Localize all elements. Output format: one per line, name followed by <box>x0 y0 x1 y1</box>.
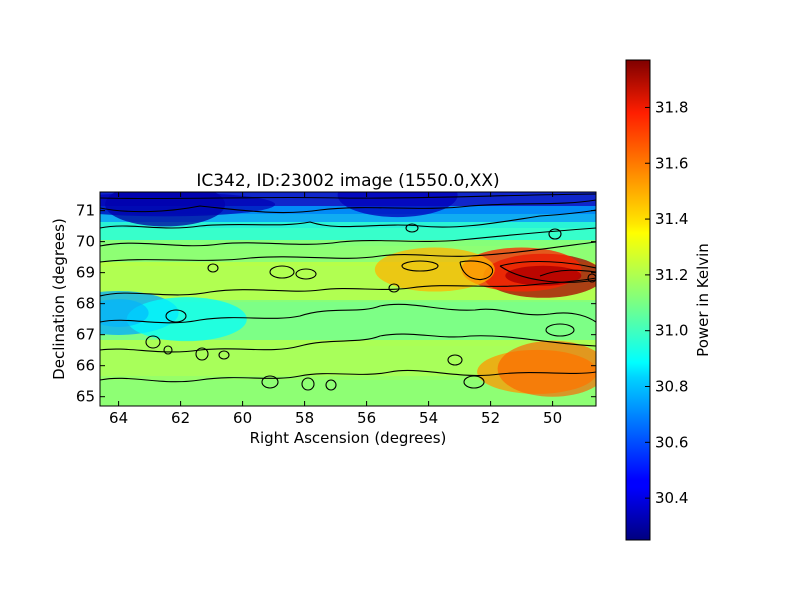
contour-line <box>459 260 493 280</box>
contour-line <box>145 335 161 349</box>
contour-line <box>447 354 463 366</box>
contour-lines <box>100 193 596 391</box>
contour-line <box>195 347 209 361</box>
colorbar-tick-label: 30.6 <box>655 433 688 451</box>
contour-line <box>587 273 596 283</box>
contour-line <box>100 303 596 324</box>
y-axis-label: Declination (degrees) <box>50 218 68 380</box>
contour-line <box>100 209 596 229</box>
contour-line <box>539 269 596 277</box>
colorbar-tick-label: 31.8 <box>655 98 688 116</box>
contour-line <box>100 241 596 263</box>
contour-line <box>325 379 337 391</box>
plot-area: 64 62 60 58 56 54 52 50 65 66 67 68 69 70 71 <box>76 191 597 427</box>
chart-title: IC342, ID:23002 image (1550.0,XX) <box>196 171 499 191</box>
colorbar-tick-label: 31.4 <box>655 210 688 228</box>
contour-line <box>405 223 419 233</box>
heat-spot <box>374 247 495 292</box>
contour-line <box>100 199 596 214</box>
contour-line <box>388 283 400 293</box>
x-tick-label: 50 <box>543 409 562 427</box>
x-axis: 64 62 60 58 56 54 52 50 <box>109 192 562 427</box>
heat-spot <box>126 297 247 342</box>
contour-line <box>163 345 173 355</box>
contour-line <box>100 193 596 200</box>
colorbar-tick-label: 31.2 <box>655 266 688 284</box>
contour-line <box>261 375 279 389</box>
contour-line <box>548 228 562 240</box>
contour-line <box>207 263 219 273</box>
x-tick-label: 62 <box>171 409 190 427</box>
contour-line <box>218 350 230 360</box>
y-tick-label: 69 <box>76 264 95 282</box>
y-tick-label: 67 <box>76 326 95 344</box>
x-axis-label: Right Ascension (degrees) <box>250 429 447 447</box>
heatmap-field <box>100 192 596 406</box>
contour-line <box>545 323 575 337</box>
contour-line <box>100 369 596 383</box>
y-tick-label: 68 <box>76 295 95 313</box>
colorbar-tick-label: 30.8 <box>655 378 688 396</box>
contour-line <box>499 260 596 283</box>
y-axis: 65 66 67 68 69 70 71 <box>76 202 596 406</box>
contour-line <box>295 268 317 280</box>
colorbar-label: Power in Kelvin <box>694 243 712 357</box>
y-tick-label: 66 <box>76 357 95 375</box>
colorbar-ticks: 30.4 30.6 30.8 31.0 31.2 31.4 31.6 31.8 <box>645 98 688 507</box>
colorbar-tick-label: 31.0 <box>655 322 688 340</box>
x-tick-label: 64 <box>109 409 128 427</box>
contour-line <box>401 260 439 272</box>
contour-line <box>165 309 187 323</box>
x-tick-label: 60 <box>233 409 252 427</box>
x-tick-label: 54 <box>419 409 438 427</box>
colorbar-gradient <box>625 59 651 541</box>
contour-line <box>100 277 596 297</box>
colorbar-tick-label: 31.6 <box>655 154 688 172</box>
x-tick-label: 56 <box>357 409 376 427</box>
contour-line <box>269 265 295 279</box>
colorbar-tick-label: 30.4 <box>655 489 688 507</box>
contour-line <box>100 333 596 353</box>
contour-line <box>301 377 315 391</box>
y-tick-label: 65 <box>76 388 95 406</box>
plot-frame <box>99 191 597 407</box>
y-tick-label: 71 <box>76 202 95 220</box>
x-tick-label: 58 <box>295 409 314 427</box>
x-tick-label: 52 <box>481 409 500 427</box>
contour-line <box>463 375 485 389</box>
y-tick-label: 70 <box>76 233 95 251</box>
contour-line <box>100 227 596 247</box>
colorbar: 30.4 30.6 30.8 31.0 31.2 31.4 31.6 31.8 Power i… <box>625 59 712 541</box>
